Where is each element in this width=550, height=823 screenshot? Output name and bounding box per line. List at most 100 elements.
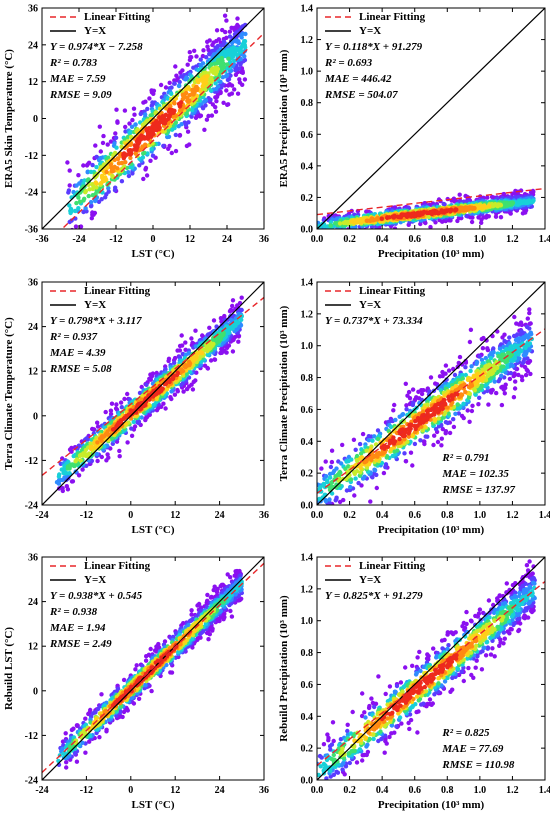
scatter-point (334, 495, 339, 500)
scatter-point (125, 134, 131, 140)
scatter-point (149, 103, 154, 108)
scatter-point (94, 181, 99, 186)
scatter-point (192, 355, 198, 360)
scatter-point (477, 395, 482, 400)
scatter-point (344, 488, 350, 493)
legend-fit-label: Linear Fitting (359, 11, 426, 23)
scatter-point (201, 48, 206, 53)
scatter-point (56, 474, 62, 479)
scatter-point (337, 221, 343, 226)
scatter-point (144, 173, 150, 178)
scatter-point (329, 233, 333, 237)
x-tick-label: 1.0 (474, 234, 487, 245)
y-axis-label: ERA5 Precipitation (10³ mm) (278, 49, 290, 187)
scatter-point (61, 468, 67, 474)
scatter-point (520, 337, 525, 343)
scatter-point (239, 69, 244, 75)
legend-fit-label: Linear Fitting (359, 285, 426, 297)
scatter-point (230, 40, 235, 45)
scatter-point (346, 464, 351, 469)
scatter-point (372, 471, 377, 476)
scatter-point (86, 179, 92, 184)
scatter-point (92, 427, 97, 432)
scatter-point (524, 199, 529, 204)
scatter-point (465, 408, 470, 413)
scatter-point (136, 696, 142, 701)
x-tick-label: 12 (170, 510, 180, 521)
scatter-point (435, 439, 441, 445)
scatter-point (497, 346, 503, 351)
scatter-point (157, 645, 162, 650)
legend-identity-label: Y=X (359, 299, 381, 311)
scatter-point (148, 158, 153, 163)
scatter-point (525, 316, 530, 321)
scatter-point (69, 449, 74, 454)
scatter-point (214, 28, 220, 33)
scatter-point (99, 454, 105, 460)
scatter-point (472, 387, 477, 392)
scatter-point (100, 140, 106, 146)
scatter-point (67, 183, 72, 188)
scatter-point (440, 426, 445, 432)
scatter-point (201, 80, 206, 85)
scatter-point (63, 760, 69, 765)
scatter-point (76, 173, 81, 178)
scatter-point (208, 595, 214, 600)
scatter-point (516, 372, 521, 378)
scatter-point (412, 441, 418, 447)
scatter-point (488, 356, 493, 361)
scatter-point (133, 122, 138, 127)
scatter-point (187, 57, 193, 63)
scatter-point (189, 336, 194, 341)
scatter-point (348, 477, 354, 482)
scatter-point (243, 31, 248, 37)
scatter-point (362, 227, 367, 229)
scatter-point (470, 403, 475, 408)
scatter-point (211, 70, 216, 75)
scatter-point (162, 639, 168, 644)
scatter-point (392, 226, 398, 229)
scatter-point (443, 429, 449, 434)
scatter-point (206, 113, 211, 119)
scatter-point (329, 459, 335, 465)
scatter-point (134, 663, 139, 668)
x-tick-label: 36 (259, 234, 269, 245)
scatter-point (433, 426, 439, 432)
scatter-point (173, 148, 179, 154)
y-tick-label: 24 (28, 40, 38, 51)
y-tick-label: 24 (28, 322, 38, 333)
scatter-point (129, 426, 134, 431)
scatter-point (98, 149, 104, 154)
scatter-point (163, 406, 168, 411)
x-tick-label: 0.8 (441, 510, 454, 521)
scatter-point (451, 424, 457, 430)
scatter-point (179, 333, 184, 338)
scatter-point (432, 433, 437, 438)
identity-line (317, 282, 545, 505)
scatter-point (325, 230, 329, 234)
scatter-point (191, 379, 196, 384)
scatter-point (499, 402, 505, 408)
scatter-point (447, 430, 453, 436)
scatter-point (131, 106, 137, 111)
scatter-point (416, 212, 421, 217)
scatter-point (457, 354, 463, 360)
scatter-point (118, 420, 123, 425)
scatter-point (104, 169, 109, 175)
x-tick-label: 0.2 (343, 234, 356, 245)
scatter-point (224, 88, 229, 93)
scatter-points (56, 568, 244, 770)
scatter-point (485, 388, 490, 394)
y-tick-label: -12 (25, 151, 38, 162)
scatter-point (171, 375, 176, 380)
scatter-point (91, 184, 96, 189)
scatter-point (452, 207, 458, 213)
scatter-point (482, 367, 487, 372)
scatter-point (512, 314, 517, 320)
scatter-point (215, 84, 221, 89)
scatter-point (375, 451, 380, 456)
scatter-point (335, 235, 339, 239)
legend-fit-label: Linear Fitting (84, 11, 151, 23)
scatter-point (154, 649, 159, 654)
